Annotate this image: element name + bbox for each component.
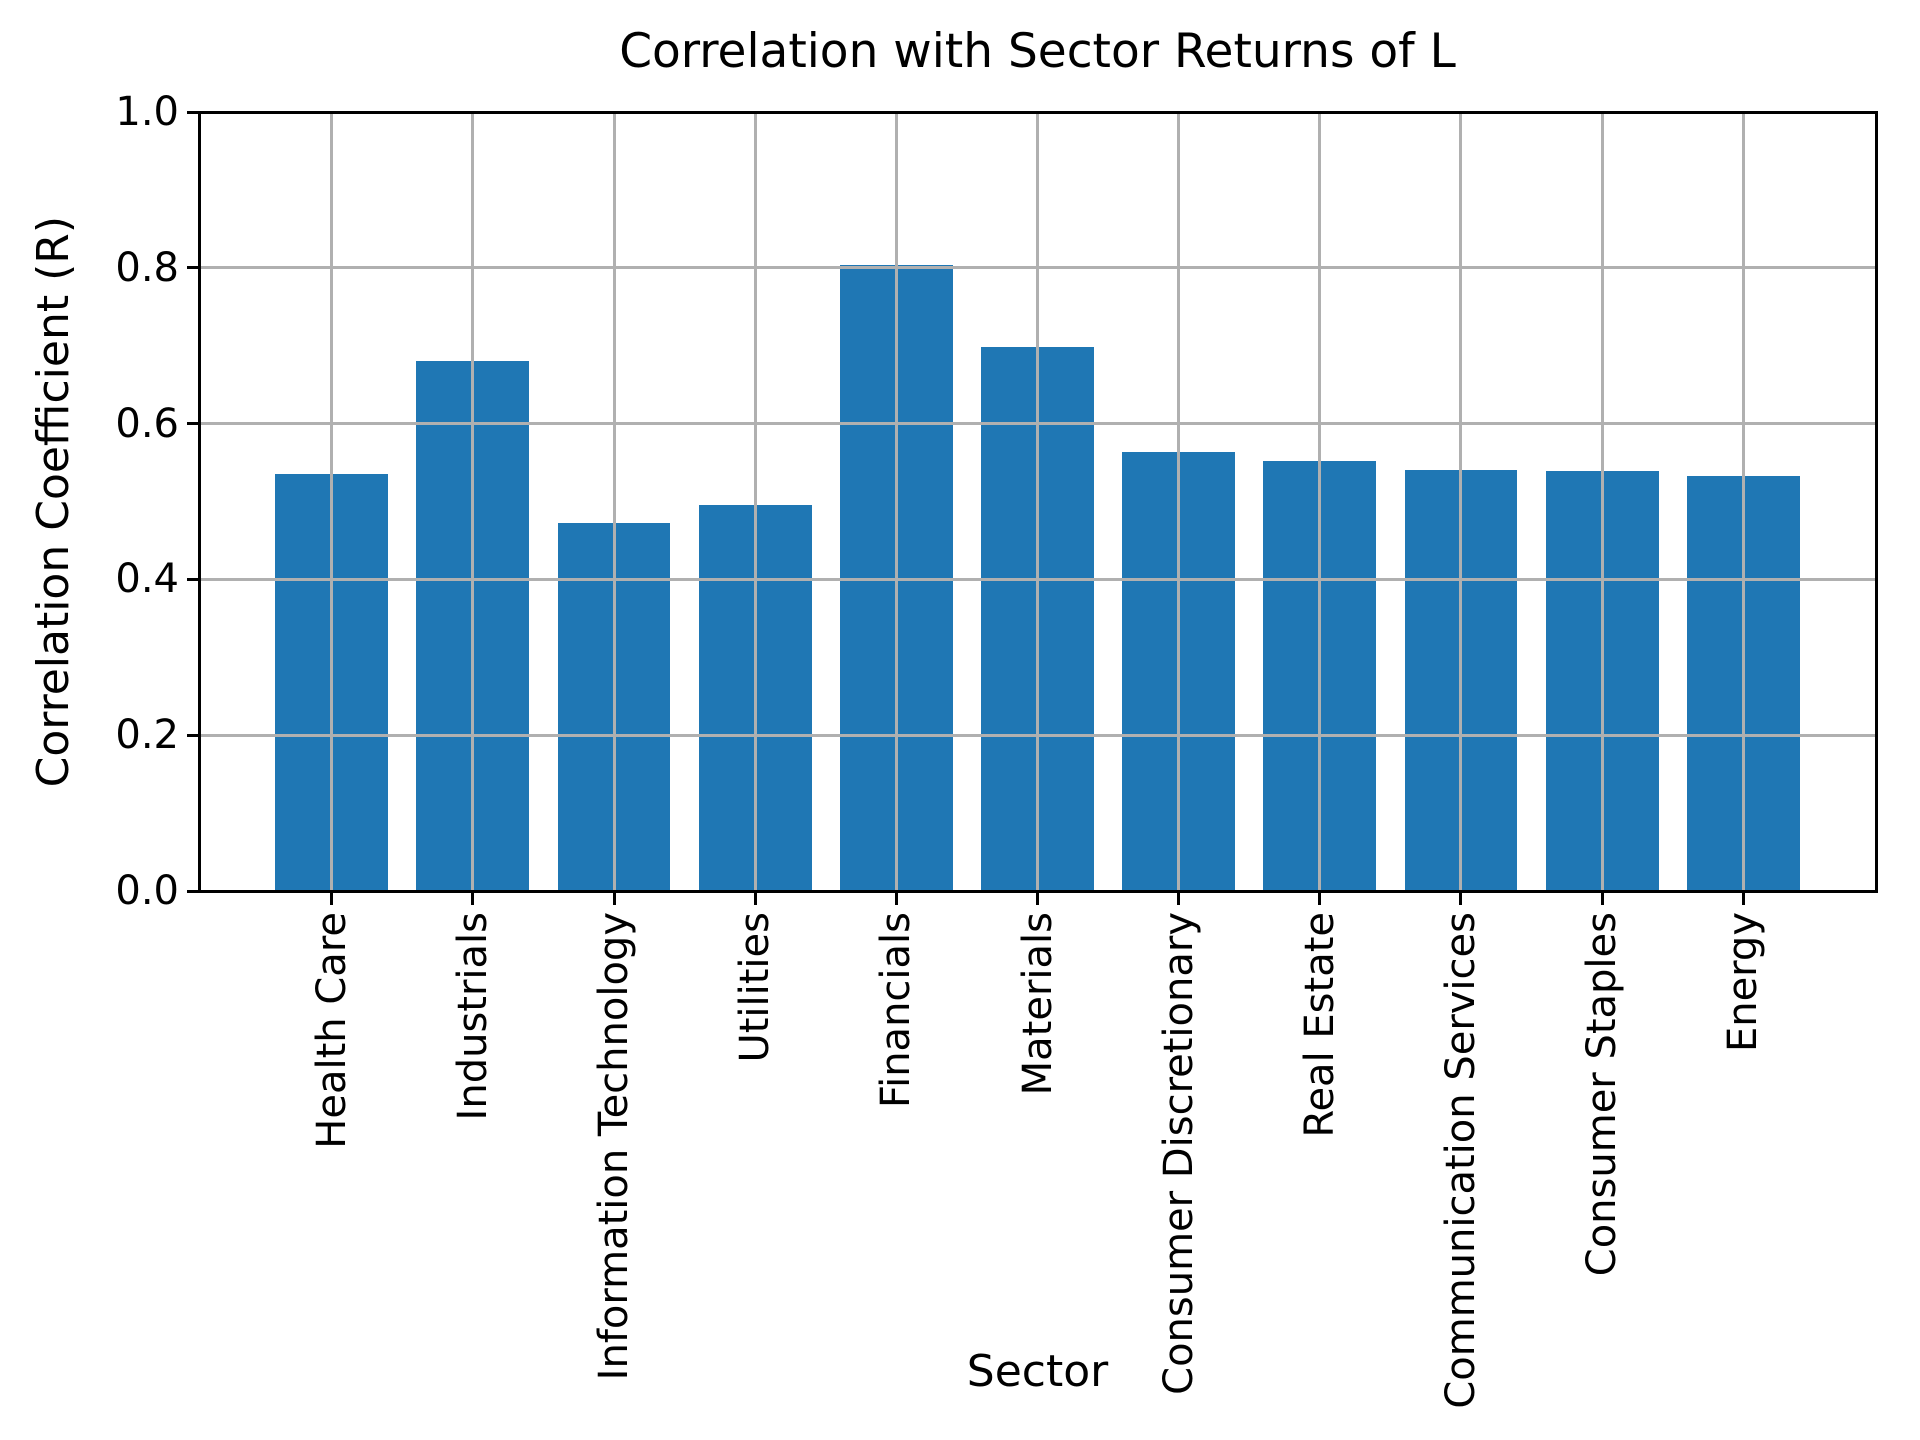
x-tick-mark-information-technology bbox=[612, 893, 616, 905]
y-axis-label: Correlation Coefficient (R) bbox=[26, 112, 82, 891]
v-gridline-communication-services bbox=[1459, 112, 1463, 891]
x-tick-label-text: Financials bbox=[873, 912, 920, 1108]
y-tick-label-0.8: 0.8 bbox=[115, 244, 179, 291]
x-tick-label-text: Real Estate bbox=[1296, 912, 1343, 1138]
x-tick-label-consumer-staples: Consumer Staples bbox=[1579, 912, 1648, 1280]
x-tick-mark-industrials bbox=[471, 893, 475, 905]
v-gridline-real-estate bbox=[1318, 112, 1322, 891]
x-tick-label-text: Health Care bbox=[308, 912, 355, 1149]
y-tick-label-0.6: 0.6 bbox=[115, 400, 179, 447]
x-tick-label-industrials: Industrials bbox=[450, 912, 519, 1124]
x-tick-label-text: Information Technology bbox=[591, 912, 637, 1381]
x-tick-label-energy: Energy bbox=[1720, 912, 1789, 1056]
x-tick-label-consumer-discretionary: Consumer Discretionary bbox=[1156, 912, 1225, 1399]
x-tick-label-real-estate: Real Estate bbox=[1297, 912, 1366, 1142]
v-gridline-financials bbox=[894, 112, 898, 891]
x-tick-label-health-care: Health Care bbox=[309, 912, 378, 1153]
y-tick-mark-0.0 bbox=[187, 889, 199, 893]
x-tick-mark-energy bbox=[1741, 893, 1745, 905]
v-gridline-health-care bbox=[330, 112, 334, 891]
chart-title: Correlation with Sector Returns of L bbox=[619, 24, 1456, 79]
x-tick-mark-consumer-staples bbox=[1600, 893, 1604, 905]
x-tick-label-text: Materials bbox=[1014, 912, 1061, 1096]
x-tick-mark-utilities bbox=[753, 893, 757, 905]
y-tick-label-0.4: 0.4 bbox=[115, 556, 179, 603]
x-tick-label-text: Communication Services bbox=[1437, 912, 1484, 1409]
x-tick-mark-materials bbox=[1036, 893, 1039, 905]
x-tick-label-information-technology: Information Technology bbox=[591, 912, 660, 1384]
y-tick-label-0.0: 0.0 bbox=[115, 868, 179, 914]
v-gridline-information-technology bbox=[612, 112, 616, 891]
x-tick-label-text: Energy bbox=[1720, 912, 1767, 1053]
x-tick-mark-real-estate bbox=[1318, 893, 1322, 905]
y-tick-label-1.0: 1.0 bbox=[115, 89, 179, 135]
y-tick-label-0.2: 0.2 bbox=[115, 712, 179, 759]
x-tick-label-text: Consumer Staples bbox=[1579, 912, 1626, 1277]
v-gridline-consumer-staples bbox=[1600, 112, 1604, 891]
plot-area bbox=[197, 110, 1878, 893]
x-tick-label-communication-services: Communication Services bbox=[1438, 912, 1507, 1413]
v-gridline-energy bbox=[1741, 112, 1745, 891]
y-tick-mark-0.6 bbox=[187, 422, 199, 426]
y-tick-mark-0.4 bbox=[187, 577, 199, 581]
y-tick-mark-0.8 bbox=[187, 266, 199, 270]
v-gridline-consumer-discretionary bbox=[1177, 112, 1181, 891]
x-axis-label: Sector bbox=[966, 1346, 1109, 1397]
x-tick-label-utilities: Utilities bbox=[732, 912, 801, 1067]
v-gridline-materials bbox=[1036, 112, 1039, 891]
x-tick-mark-consumer-discretionary bbox=[1177, 893, 1181, 905]
x-tick-mark-financials bbox=[894, 893, 898, 905]
x-tick-mark-health-care bbox=[330, 893, 334, 905]
v-gridline-utilities bbox=[753, 112, 757, 891]
v-gridline-industrials bbox=[471, 112, 475, 891]
x-tick-label-materials: Materials bbox=[1015, 912, 1084, 1099]
y-tick-mark-1.0 bbox=[187, 110, 199, 114]
y-axis-label-text: Correlation Coefficient (R) bbox=[27, 215, 79, 788]
x-tick-label-text: Industrials bbox=[449, 912, 496, 1121]
y-tick-mark-0.2 bbox=[187, 733, 199, 737]
x-tick-label-text: Consumer Discretionary bbox=[1155, 912, 1202, 1395]
x-tick-mark-communication-services bbox=[1459, 893, 1463, 905]
x-tick-label-text: Utilities bbox=[732, 912, 779, 1063]
x-tick-label-financials: Financials bbox=[873, 912, 942, 1112]
